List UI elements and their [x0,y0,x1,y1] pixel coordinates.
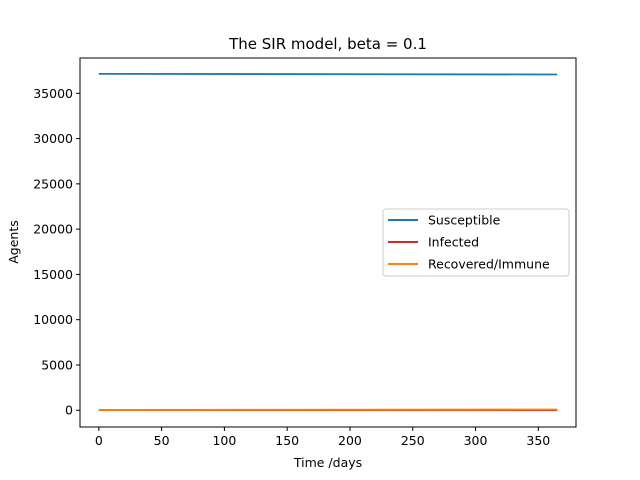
x-tick-label: 0 [95,433,103,448]
chart-title: The SIR model, beta = 0.1 [228,35,427,53]
series-group [98,72,558,411]
y-tick-label: 0 [65,403,73,418]
y-tick-label: 30000 [33,131,73,146]
legend: Susceptible Infected Recovered/Immune [382,208,570,277]
legend-label-recovered-immune: Recovered/Immune [428,257,550,272]
y-axis-label: Agents [6,220,21,264]
y-tick-label: 20000 [33,222,73,237]
x-tick-label: 50 [154,433,170,448]
y-tick-label: 15000 [33,267,73,282]
plot-area [79,57,577,428]
series-line-susceptible [98,72,558,76]
legend-box [382,208,570,277]
y-axis: 0 5000 10000 15000 20000 25000 30000 35000 [33,86,80,418]
legend-label-infected: Infected [428,235,479,250]
y-tick-label: 35000 [33,86,73,101]
y-tick-label: 25000 [33,176,73,191]
x-tick-label: 300 [464,433,488,448]
x-tick-label: 250 [401,433,425,448]
x-tick-label: 200 [338,433,362,448]
x-tick-label: 100 [212,433,236,448]
x-tick-label: 350 [526,433,550,448]
x-axis: 0 50 100 150 200 250 300 350 [95,427,550,448]
legend-label-susceptible: Susceptible [428,213,501,228]
x-axis-label: Time /days [293,455,362,470]
y-tick-label: 10000 [33,312,73,327]
x-tick-label: 150 [275,433,299,448]
plot-frame [79,57,577,428]
y-tick-label: 5000 [41,357,73,372]
